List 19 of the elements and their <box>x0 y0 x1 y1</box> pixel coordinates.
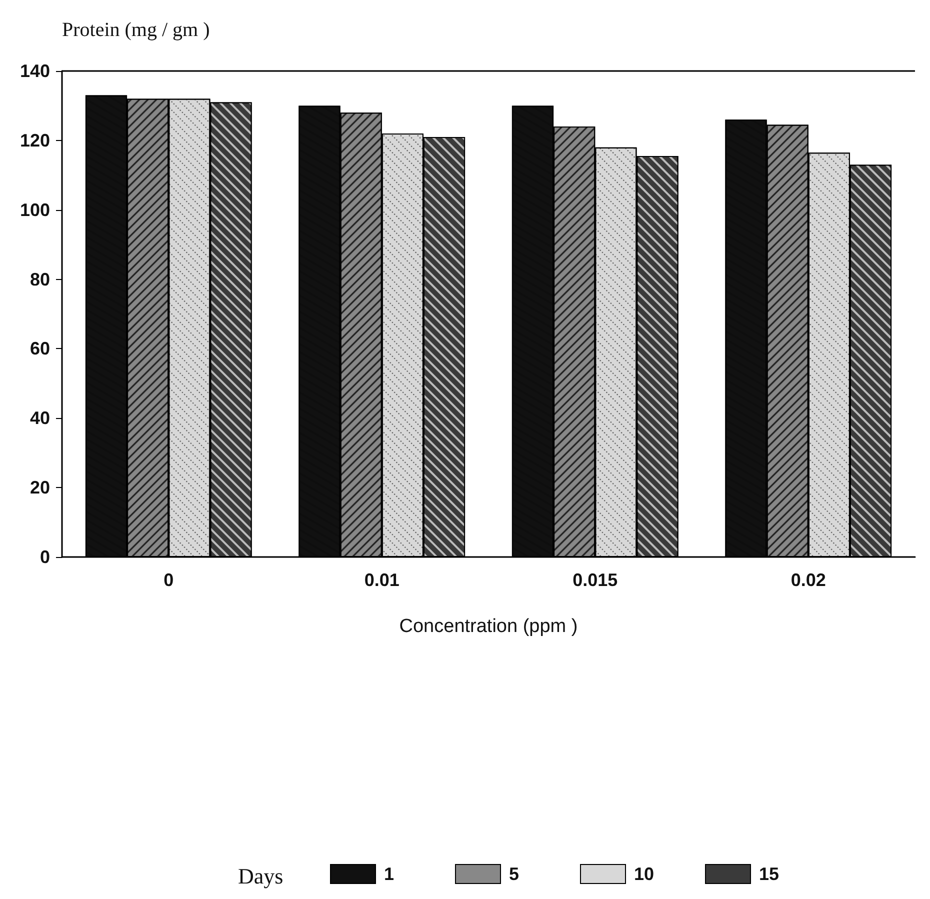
y-tick-label: 80 <box>30 269 50 290</box>
legend-label: 1 <box>384 863 394 885</box>
x-tick-label: 0.01 <box>364 570 400 590</box>
y-tick-label: 20 <box>30 478 50 498</box>
x-axis-title: Concentration (ppm ) <box>399 616 578 637</box>
x-tick-label: 0.02 <box>790 570 826 590</box>
legend-label: 15 <box>759 863 780 885</box>
y-tick-label: 40 <box>30 408 50 428</box>
legend-label: 5 <box>509 863 520 885</box>
y-tick-label: 140 <box>20 61 50 81</box>
x-tick-label: 0.015 <box>572 570 618 590</box>
x-tick-label: 0 <box>164 570 174 590</box>
y-tick-label: 100 <box>20 200 50 220</box>
y-tick-label: 0 <box>40 547 50 567</box>
y-axis-title: Protein (mg / gm ) <box>62 19 210 41</box>
y-tick-label: 120 <box>20 130 50 150</box>
legend-title: Days <box>238 864 284 888</box>
y-tick-label: 60 <box>30 338 50 359</box>
legend-label: 10 <box>634 863 654 885</box>
